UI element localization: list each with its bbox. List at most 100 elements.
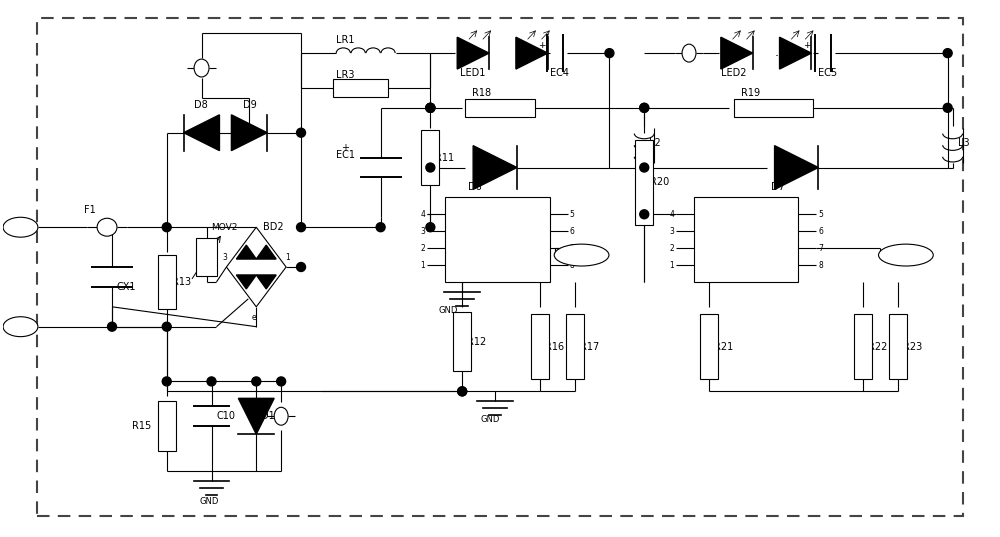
Bar [694, 198, 798, 282]
Text: EC1: EC1 [336, 150, 355, 159]
Text: R23: R23 [903, 342, 922, 352]
Text: HV: HV [449, 211, 459, 217]
Bar [566, 314, 584, 379]
Text: +: + [803, 41, 811, 50]
Text: +: + [538, 41, 545, 50]
Text: NC: NC [784, 228, 794, 234]
Polygon shape [236, 275, 256, 289]
Polygon shape [238, 398, 274, 434]
Text: EC5: EC5 [818, 68, 837, 78]
Circle shape [277, 377, 286, 386]
Text: D8: D8 [194, 100, 207, 110]
Text: R19: R19 [741, 88, 760, 98]
Circle shape [458, 387, 467, 396]
Ellipse shape [879, 244, 933, 266]
Text: R12: R12 [467, 337, 486, 346]
Polygon shape [721, 37, 753, 69]
Text: DRAIN: DRAIN [524, 211, 546, 217]
Circle shape [297, 128, 306, 137]
Text: C10: C10 [216, 411, 235, 421]
Ellipse shape [97, 218, 117, 236]
Circle shape [162, 377, 171, 386]
Bar [465, 99, 535, 117]
Bar [158, 255, 176, 309]
Text: GND: GND [449, 245, 465, 251]
Text: 3: 3 [669, 227, 674, 236]
Text: L2: L2 [649, 137, 661, 148]
Text: MOV2: MOV2 [212, 223, 238, 232]
Text: LR3: LR3 [336, 70, 354, 80]
Text: 6: 6 [818, 227, 823, 236]
Text: ROVP: ROVP [698, 262, 717, 268]
Polygon shape [457, 37, 489, 69]
Text: PWM2: PWM2 [894, 251, 918, 259]
Text: 7: 7 [818, 244, 823, 252]
Text: LED2: LED2 [721, 68, 746, 78]
Circle shape [943, 49, 952, 57]
Text: D10: D10 [261, 411, 281, 421]
Text: LED1: LED1 [460, 68, 486, 78]
Text: F1: F1 [84, 205, 96, 215]
Circle shape [426, 223, 435, 231]
Text: 4: 4 [421, 210, 425, 219]
Text: HV: HV [698, 211, 708, 217]
Text: 1: 1 [285, 253, 290, 262]
Text: DRAIN: DRAIN [773, 211, 794, 217]
Text: 1: 1 [421, 260, 425, 270]
Text: 8: 8 [570, 260, 574, 270]
Bar [445, 198, 550, 282]
Text: 1: 1 [669, 260, 674, 270]
Bar [453, 312, 471, 372]
Polygon shape [184, 115, 219, 150]
Text: GND: GND [200, 497, 219, 506]
Text: U2: U2 [490, 202, 505, 212]
Circle shape [297, 263, 306, 272]
Bar [734, 99, 813, 117]
Text: 5: 5 [818, 210, 823, 219]
Text: R11: R11 [435, 153, 454, 163]
Circle shape [640, 210, 649, 219]
Text: ....: .... [515, 46, 531, 59]
Circle shape [605, 49, 614, 57]
Text: PWM1: PWM1 [570, 251, 593, 259]
Ellipse shape [554, 244, 609, 266]
Bar [635, 140, 653, 224]
Circle shape [458, 387, 467, 396]
Ellipse shape [3, 317, 38, 337]
Polygon shape [256, 245, 276, 259]
Ellipse shape [682, 44, 696, 62]
Circle shape [426, 103, 435, 112]
Text: R16: R16 [545, 342, 564, 352]
Polygon shape [473, 146, 517, 190]
Text: D9: D9 [243, 100, 257, 110]
Bar [421, 130, 439, 185]
Text: PWM: PWM [529, 245, 546, 251]
Circle shape [426, 103, 435, 112]
Circle shape [640, 163, 649, 172]
Circle shape [426, 103, 435, 112]
Text: R20: R20 [650, 177, 669, 187]
Bar [889, 314, 907, 379]
Text: D7: D7 [771, 183, 784, 192]
Text: BD2: BD2 [263, 222, 284, 232]
Text: CX1: CX1 [117, 282, 136, 292]
Text: e: e [251, 313, 256, 322]
Circle shape [426, 163, 435, 172]
Text: NC: NC [536, 228, 546, 234]
Text: GND: GND [480, 415, 499, 424]
Circle shape [207, 377, 216, 386]
Text: 7: 7 [570, 244, 575, 252]
Bar [700, 314, 718, 379]
Text: 2: 2 [421, 244, 425, 252]
Text: NC: NC [449, 228, 459, 234]
Polygon shape [236, 245, 256, 259]
Text: ....: .... [775, 46, 791, 59]
Text: R21: R21 [714, 342, 733, 352]
Text: 8: 8 [818, 260, 823, 270]
Circle shape [162, 223, 171, 231]
Text: R22: R22 [868, 342, 887, 352]
Text: N: N [17, 322, 24, 331]
Bar [333, 79, 388, 97]
Text: EC4: EC4 [550, 68, 569, 78]
Text: U3: U3 [739, 202, 754, 212]
